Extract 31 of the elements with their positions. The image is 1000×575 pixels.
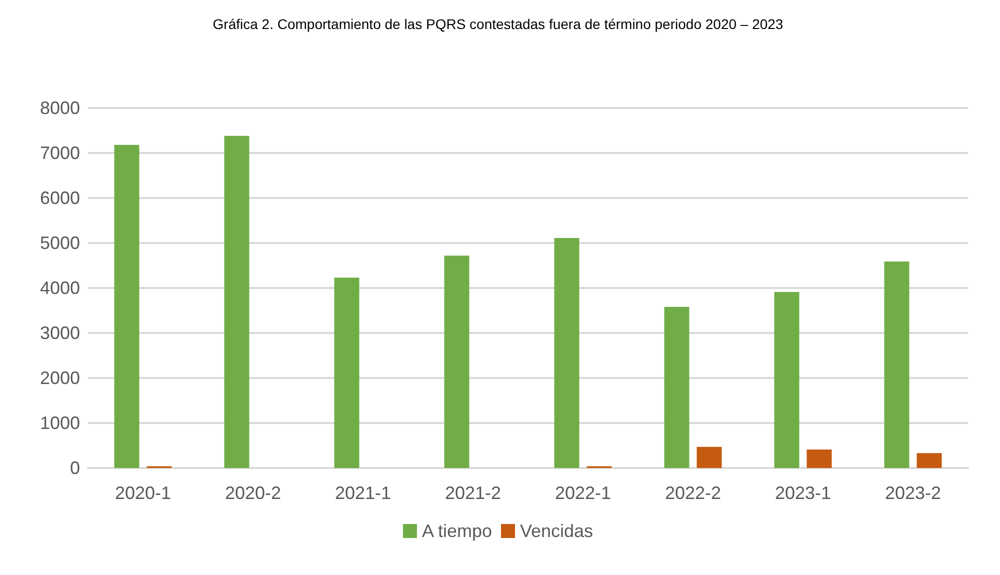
bar xyxy=(664,306,690,468)
x-tick-label: 2022-2 xyxy=(664,483,722,503)
bar xyxy=(884,261,910,468)
bar xyxy=(696,446,722,468)
bar xyxy=(554,238,580,468)
y-tick-label: 3000 xyxy=(40,323,80,343)
y-tick-label: 1000 xyxy=(40,413,80,433)
y-tick-label: 2000 xyxy=(40,368,80,388)
y-tick-label: 4000 xyxy=(40,278,80,298)
y-tick-label: 8000 xyxy=(40,98,80,118)
bar xyxy=(774,292,800,468)
bar xyxy=(224,136,250,468)
y-tick-label: 7000 xyxy=(40,143,80,163)
chart-title: Gráfica 2. Comportamiento de las PQRS contestadas fuera de término periodo 2020 – 2023 xyxy=(212,16,784,32)
legend-label: A tiempo xyxy=(422,521,492,541)
x-tick-label: 2023-1 xyxy=(774,483,832,503)
bar xyxy=(444,256,470,468)
bar xyxy=(334,278,360,468)
x-tick-label: 2021-1 xyxy=(334,483,392,503)
legend-label: Vencidas xyxy=(520,521,594,541)
x-tick-label: 2022-1 xyxy=(554,483,612,503)
x-tick-label: 2020-1 xyxy=(114,483,172,503)
bar xyxy=(806,450,832,468)
y-tick-label: 0 xyxy=(70,458,80,478)
x-tick-label: 2020-2 xyxy=(224,483,282,503)
bar xyxy=(916,453,942,468)
x-tick-label: 2023-2 xyxy=(884,483,942,503)
y-tick-label: 6000 xyxy=(40,188,80,208)
x-tick-label: 2021-2 xyxy=(444,483,502,503)
y-tick-label: 5000 xyxy=(40,233,80,253)
bar xyxy=(114,144,140,468)
